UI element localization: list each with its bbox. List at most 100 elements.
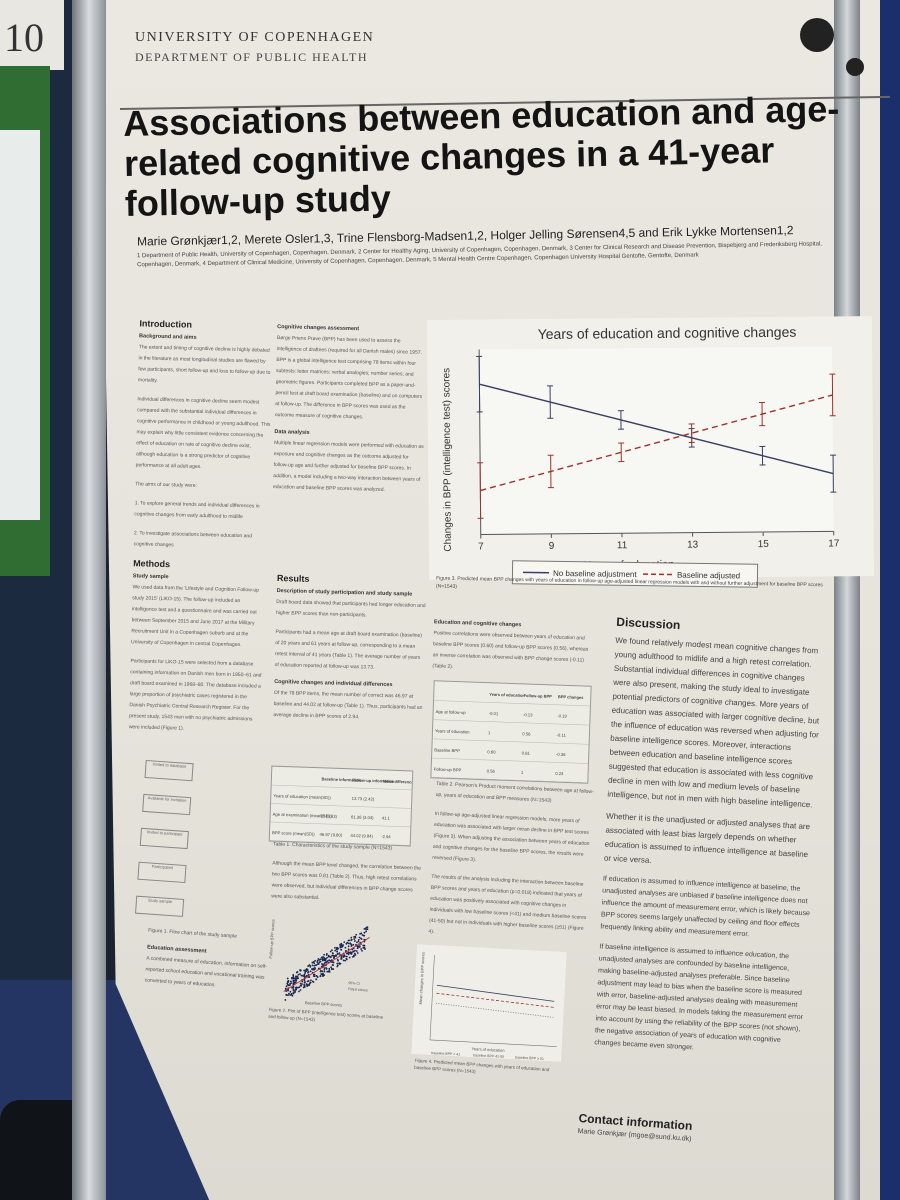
intro-aim1: 1. To explore general trends and individ… (134, 500, 260, 521)
scatter-point (347, 951, 350, 954)
scatter-point (317, 962, 320, 965)
scatter-point (313, 973, 316, 976)
scatter-point (293, 977, 296, 980)
green-sign-inner (0, 130, 40, 520)
scatter-point (301, 974, 304, 977)
cognitive-column: Cognitive changes assessment Børge Prien… (273, 320, 428, 505)
scatter-point (299, 973, 301, 975)
scatter-point (310, 979, 312, 982)
scatter-point (290, 977, 293, 979)
scatter-point (354, 954, 357, 956)
fig4-line-low (436, 984, 555, 1002)
scatter-point (365, 930, 367, 933)
scatter-point (315, 978, 318, 981)
scatter-point (336, 962, 339, 965)
x-tick-label: 15 (758, 539, 770, 550)
scatter-point (349, 942, 352, 945)
scatter-point (289, 990, 292, 993)
table-cell: 0.23 (555, 771, 564, 776)
fig4-x-label: Years of education (471, 1046, 504, 1053)
table-rule (432, 757, 588, 764)
scatter-point (292, 992, 295, 995)
scatter-point (347, 945, 350, 948)
series-line-1 (479, 383, 834, 475)
table-cell: 13.73 (2.42) (352, 796, 375, 802)
table-rule (271, 784, 412, 791)
scatter-point (327, 954, 330, 957)
scatter-point (309, 981, 312, 984)
chart-y-label: Changes in BPP (intelligence test) score… (441, 368, 454, 552)
scatter-point (335, 954, 338, 957)
scatter-point (348, 956, 351, 959)
scatter-point (337, 959, 339, 962)
intro-p3: The aims of our study were: (135, 481, 197, 489)
scatter-point (356, 941, 358, 944)
scatter-point (311, 964, 314, 967)
scatter-point (366, 926, 369, 929)
education-column: Education and cognitive changes Positive… (432, 615, 594, 686)
scatter-point (287, 989, 289, 992)
table-cell: 0.56 (487, 768, 496, 773)
scatter-point (295, 975, 297, 978)
table-cell: 41.1 (382, 815, 391, 820)
results-p1: Draft board data showed that participant… (275, 599, 426, 619)
scatter-point (284, 987, 287, 990)
methods-bottom: Figure 1. Flow chart of the study sample… (144, 926, 278, 1004)
scatter-point (358, 936, 361, 939)
table-cell: -2.94 (381, 834, 391, 839)
scatter-point (364, 948, 366, 950)
x-axis (480, 530, 834, 535)
scatter-point (321, 974, 324, 976)
table-cell: 0.60 (487, 749, 496, 754)
scatter-point (325, 961, 327, 963)
scatter-point (361, 949, 363, 952)
table-cell: Years of education (489, 692, 525, 698)
cognitive-heading: Cognitive changes assessment (277, 324, 360, 333)
scatter-point (321, 963, 323, 965)
table-cell: Baseline information (321, 776, 361, 782)
scatter-point (342, 955, 345, 958)
scatter-point (325, 954, 328, 956)
scatter-point (332, 961, 334, 964)
education-p2: In follow-up age-adjusted linear regress… (432, 810, 590, 864)
intro-column: Introduction Background and aims The ext… (128, 318, 273, 744)
scatter-point (297, 973, 300, 976)
scatter-point (322, 958, 325, 961)
scatter-point (350, 936, 353, 939)
scatter-point (356, 952, 359, 954)
results-p2: Participants had a mean age at draft boa… (274, 629, 423, 671)
intro-heading: Introduction (139, 318, 193, 330)
table-cell: Years of education (mean(SD)) (273, 793, 331, 800)
legend-svg: No baseline adjustment Baseline adjusted (523, 569, 740, 580)
table-cell: Follow-up BPP (434, 767, 462, 773)
scatter-point (331, 952, 334, 954)
fig4-y-label: Mean changes in BPP scores (418, 952, 426, 1005)
education-assessment-text: A combined measure of education, informa… (144, 955, 268, 989)
scatter-point (295, 986, 298, 989)
x-tick-label: 9 (549, 541, 555, 552)
scatter-point (308, 982, 311, 985)
scatter-point (340, 948, 343, 951)
analysis-p2: Multiple linear regression models were p… (272, 440, 424, 493)
scatter-point (345, 942, 348, 945)
table-rule (432, 738, 589, 745)
left-note: 10 (0, 0, 64, 70)
scatter-point (308, 964, 311, 966)
scatter-point (319, 970, 322, 973)
results-p4: Although the mean BPP level changed, the… (271, 860, 422, 902)
scatter-point (304, 972, 306, 975)
table-cell: -0.01 (489, 711, 499, 716)
discussion-column: Discussion We found relatively modest me… (594, 615, 827, 1068)
scatter-point (340, 958, 342, 960)
table-cell: 1 (521, 770, 524, 775)
department-name: DEPARTMENT OF PUBLIC HEALTH (135, 50, 369, 64)
discussion-p2: Whether it is the unadjusted or adjusted… (603, 811, 811, 865)
table-cell: -0.19 (557, 713, 567, 718)
scatter-point (328, 969, 331, 972)
scatter-point (306, 969, 309, 971)
scatter-point (363, 931, 366, 934)
scatter-point (331, 968, 333, 971)
methods-p2: Participants for LiKO-15 were selected f… (128, 658, 262, 732)
scatter-fit-line (283, 936, 370, 992)
table-cell: Years of education (435, 728, 470, 734)
